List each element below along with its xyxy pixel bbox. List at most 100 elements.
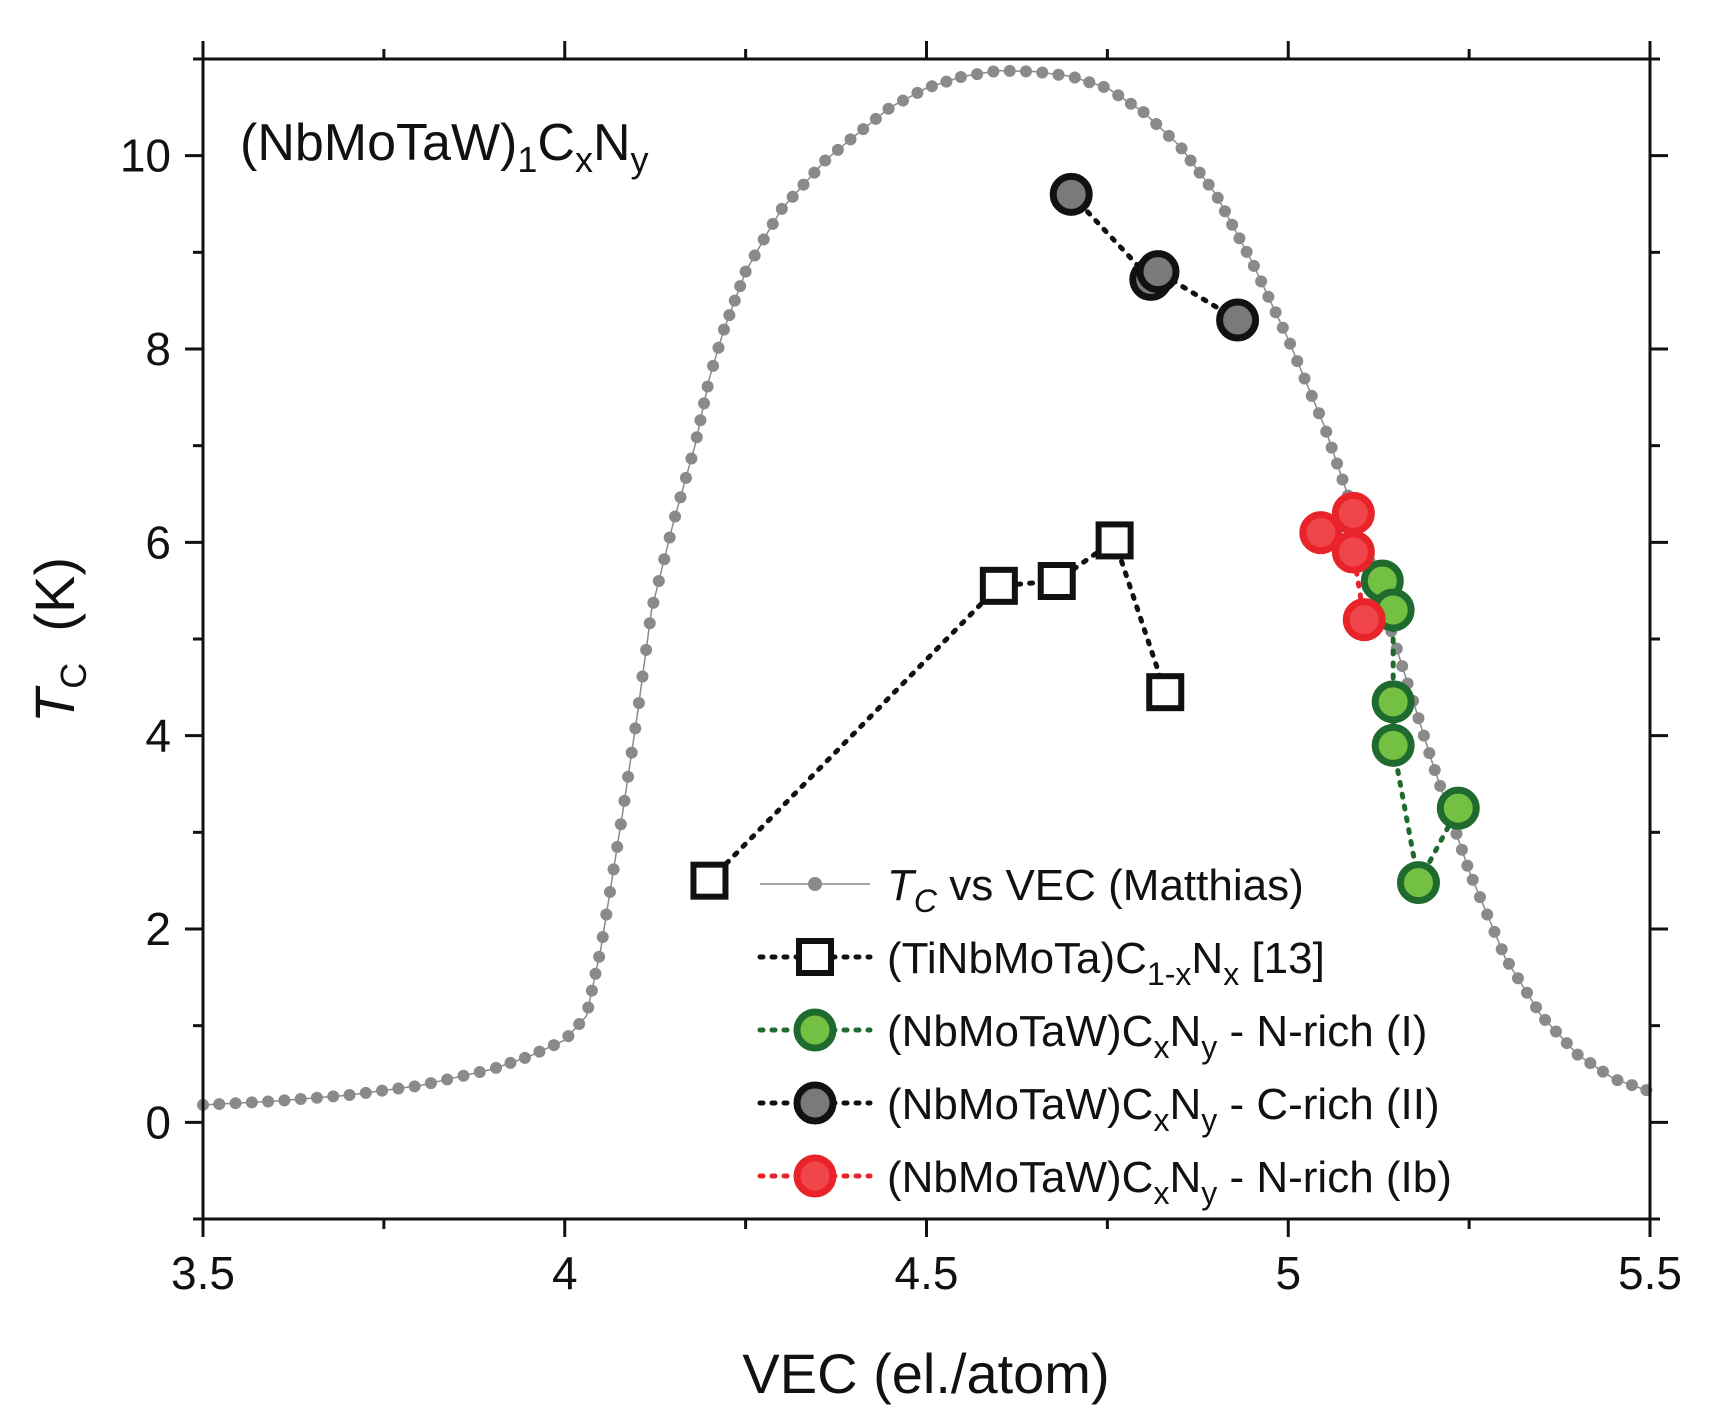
matthias-point <box>632 697 645 710</box>
matthias-point <box>473 1066 486 1079</box>
matthias-point <box>954 70 967 83</box>
chart-annotation: (NbMoTaW)1CxNy <box>240 114 649 180</box>
matthias-point <box>652 575 665 587</box>
matthias-point <box>925 80 938 93</box>
matthias-point <box>1276 321 1289 334</box>
matthias-point <box>757 233 770 246</box>
matthias-point <box>1571 1048 1584 1061</box>
annotation-sub1: 1 <box>517 139 537 180</box>
data-point <box>690 861 729 900</box>
matthias-point <box>1019 65 1032 78</box>
x-tick-label: 4 <box>552 1247 578 1299</box>
data-point <box>979 566 1018 605</box>
x-tick-label: 5 <box>1275 1247 1301 1299</box>
matthias-point <box>1466 873 1479 886</box>
matthias-point <box>1625 1079 1638 1092</box>
matthias-point <box>1036 66 1049 79</box>
matthias-point <box>359 1086 372 1099</box>
matthias-point <box>607 863 620 876</box>
data-point <box>1396 861 1440 905</box>
y-tick-label: 0 <box>145 1096 171 1148</box>
matthias-point <box>857 123 870 136</box>
matthias-point <box>1331 457 1344 470</box>
matthias-point <box>712 341 725 354</box>
x-tick-label: 4.5 <box>895 1247 959 1299</box>
annotation-n: N <box>593 114 631 172</box>
data-point <box>1136 250 1180 294</box>
matthias-point <box>614 818 627 831</box>
matthias-curve <box>197 64 1653 1111</box>
matthias-point <box>1202 178 1215 191</box>
matthias-point <box>1336 473 1349 486</box>
matthias-point <box>343 1089 356 1102</box>
matthias-point <box>698 397 711 410</box>
matthias-point <box>618 794 631 807</box>
matthias-point <box>819 154 832 167</box>
matthias-point <box>1560 1037 1573 1050</box>
y-axis-title-rest: (K) <box>23 557 86 663</box>
series-3 <box>1049 172 1260 342</box>
matthias-point <box>1269 306 1282 319</box>
legend-label: (NbMoTaW)CxNy - N-rich (Ib) <box>887 1153 1452 1211</box>
matthias-point <box>1611 1074 1624 1087</box>
matthias-point <box>1584 1057 1597 1070</box>
y-tick-label: 10 <box>120 130 171 182</box>
matthias-point <box>1549 1025 1562 1038</box>
matthias-point <box>808 166 821 179</box>
matthias-point <box>1434 779 1447 792</box>
matthias-point <box>1218 205 1231 218</box>
matthias-point <box>603 885 616 898</box>
matthias-point <box>1298 372 1311 385</box>
x-axis-title: VEC (el./atom) <box>742 1342 1109 1405</box>
data-series <box>690 172 1480 905</box>
matthias-point <box>1312 407 1325 420</box>
annotation-c: C <box>537 114 575 172</box>
matthias-point <box>940 75 953 88</box>
matthias-point <box>1211 191 1224 204</box>
series-1 <box>690 521 1185 900</box>
data-point <box>1095 521 1134 560</box>
x-tick-label: 3.5 <box>171 1247 235 1299</box>
matthias-point <box>611 840 624 853</box>
legend-label: (NbMoTaW)CxNy - C-rich (II) <box>887 1080 1440 1138</box>
matthias-point <box>701 380 714 393</box>
matthias-point <box>1284 337 1297 350</box>
annotation-sub2: x <box>575 139 593 180</box>
matthias-point <box>1112 89 1125 102</box>
matthias-point <box>1521 986 1534 999</box>
matthias-point <box>685 452 698 465</box>
y-axis-title: TC (K) <box>23 557 94 723</box>
matthias-point <box>669 510 682 523</box>
matthias-point <box>327 1090 340 1103</box>
legend-entry-4: (NbMoTaW)CxNy - C-rich (II) <box>757 1080 1440 1138</box>
matthias-point <box>629 722 642 735</box>
matthias-point <box>1068 71 1081 84</box>
matthias-point <box>1175 142 1188 155</box>
matthias-point <box>775 202 788 215</box>
matthias-point <box>1193 166 1206 179</box>
matthias-point <box>457 1069 470 1082</box>
matthias-point <box>593 950 606 963</box>
matthias-point <box>1083 76 1096 89</box>
x-tick-label: 5.5 <box>1618 1247 1682 1299</box>
matthias-point <box>647 596 660 609</box>
matthias-point <box>392 1082 405 1095</box>
matthias-point <box>622 770 635 783</box>
matthias-point <box>625 746 638 759</box>
matthias-point <box>1511 972 1524 985</box>
matthias-point <box>262 1095 275 1108</box>
matthias-point <box>896 94 909 107</box>
matthias-point <box>728 294 741 307</box>
matthias-point <box>490 1061 503 1074</box>
legend-entry-2: (TiNbMoTa)C1-xNx [13] <box>757 934 1325 992</box>
matthias-point <box>643 617 656 630</box>
matthias-point <box>971 68 984 81</box>
data-point <box>1331 530 1375 574</box>
matthias-point <box>1539 1013 1552 1026</box>
data-point <box>1299 511 1343 555</box>
data-point <box>1331 491 1375 535</box>
matthias-point <box>694 414 707 427</box>
matthias-point <box>1481 908 1494 921</box>
legend-label: (NbMoTaW)CxNy - N-rich (I) <box>887 1007 1427 1065</box>
